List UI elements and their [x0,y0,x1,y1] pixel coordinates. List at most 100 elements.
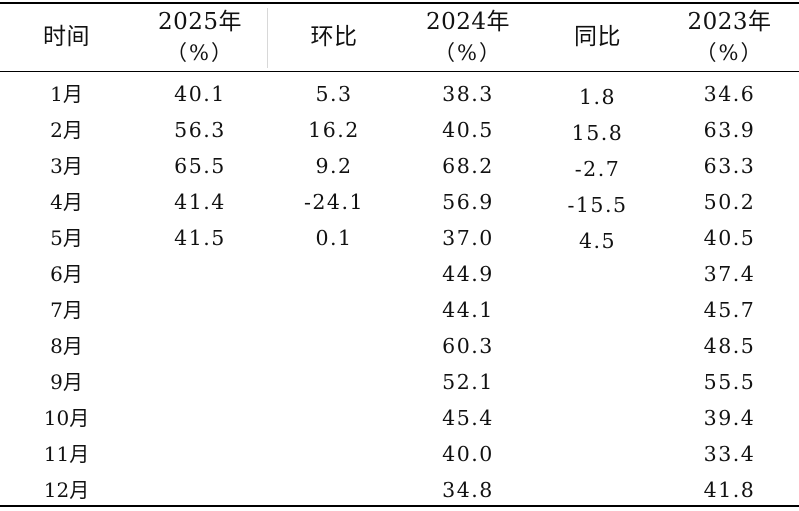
header-2025: 2025年 （%） [133,4,267,71]
header-divider [267,8,268,68]
header-yoy: 同比 [535,4,660,71]
table-row: 12月 34.8 41.8 [0,472,799,508]
table-row: 6月 44.9 37.4 [0,256,799,292]
cell-2024: 68.2 [442,154,494,178]
cell-2025: 65.5 [174,154,226,178]
cell-2024: 37.0 [442,226,494,250]
table-header-rule [0,71,799,72]
header-month: 时间 [0,4,133,71]
cell-mom [267,472,401,508]
cell-yoy [535,439,660,475]
table-row: 4月 41.4 -24.1 56.9 -15.5 50.2 [0,184,799,220]
cell-month: 2月 [50,118,83,142]
header-2023: 2023年 （%） [660,4,799,71]
cell-2025: 40.1 [174,82,226,106]
header-2023-unit: （%） [695,40,764,65]
cell-2023: 39.4 [703,406,756,430]
cell-2024: 38.3 [442,82,494,106]
cell-month: 10月 [43,406,90,430]
cell-2024: 52.1 [442,370,494,394]
cell-month: 3月 [50,154,83,178]
cell-2023: 63.9 [703,118,756,142]
cell-2023: 45.7 [703,298,756,322]
cell-yoy [535,295,660,331]
table-bottom-rule [0,505,799,507]
cell-mom [267,292,401,328]
cell-month: 8月 [50,334,83,358]
table-row: 11月 40.0 33.4 [0,436,799,472]
table-top-rule [0,2,799,4]
header-yoy-label: 同比 [574,24,621,50]
cell-2025 [133,400,267,436]
header-2025-title: 2025年 [157,8,243,35]
cell-yoy [535,331,660,367]
cell-yoy [535,475,660,511]
cell-yoy: -15.5 [567,193,628,217]
cell-2023: 41.8 [703,478,756,502]
cell-2024: 34.8 [442,478,494,502]
header-month-label: 时间 [43,24,90,50]
cell-2025: 56.3 [174,118,226,142]
header-2023-title: 2023年 [687,8,772,35]
cell-month: 6月 [50,262,83,286]
cell-mom [267,256,401,292]
cell-month: 9月 [50,370,83,394]
table-row: 9月 52.1 55.5 [0,364,799,400]
cell-2025: 41.5 [174,226,226,250]
cell-2023: 55.5 [703,370,756,394]
cell-yoy: 15.8 [571,121,624,145]
cell-month: 5月 [50,226,83,250]
cell-2023: 50.2 [703,190,756,214]
table-row: 10月 45.4 39.4 [0,400,799,436]
cell-month: 11月 [43,442,90,466]
cell-month: 7月 [50,298,83,322]
cell-2025 [133,256,267,292]
cell-2023: 34.6 [703,82,756,106]
cell-2023: 63.3 [703,154,756,178]
header-mom: 环比 [267,4,401,71]
table-row: 8月 60.3 48.5 [0,328,799,364]
table-row: 7月 44.1 45.7 [0,292,799,328]
cell-mom [267,436,401,472]
cell-yoy [535,367,660,403]
cell-month: 4月 [50,190,83,214]
cell-2025 [133,292,267,328]
table-row: 1月 40.1 5.3 38.3 1.8 34.6 [0,76,799,112]
table-row: 3月 65.5 9.2 68.2 -2.7 63.3 [0,148,799,184]
cell-2023: 33.4 [703,442,756,466]
cell-mom [267,400,401,436]
cell-2025 [133,328,267,364]
cell-yoy: 4.5 [578,229,617,253]
header-2024-title: 2024年 [425,8,511,35]
header-2025-unit: （%） [166,40,234,65]
header-mom-label: 环比 [310,24,358,50]
cell-2025: 41.4 [174,190,226,214]
cell-2025 [133,364,267,400]
cell-2023: 37.4 [703,262,756,286]
cell-mom: 16.2 [308,118,360,142]
cell-2024: 40.5 [442,118,494,142]
cell-month: 1月 [50,82,83,106]
cell-mom [267,364,401,400]
cell-yoy [535,259,660,295]
cell-2024: 40.0 [442,442,494,466]
cell-month: 12月 [43,478,90,502]
cell-2025 [133,436,267,472]
cell-2024: 44.9 [442,262,494,286]
header-2024: 2024年 （%） [401,4,535,71]
cell-2024: 45.4 [442,406,494,430]
cell-2023: 40.5 [703,226,756,250]
table-row: 2月 56.3 16.2 40.5 15.8 63.9 [0,112,799,148]
cell-yoy: -2.7 [574,157,621,181]
cell-mom: -24.1 [303,190,365,214]
cell-2024: 60.3 [442,334,494,358]
cell-2025 [133,472,267,508]
cell-2023: 48.5 [703,334,756,358]
cell-2024: 44.1 [442,298,494,322]
table-row: 5月 41.5 0.1 37.0 4.5 40.5 [0,220,799,256]
cell-2024: 56.9 [442,190,494,214]
cell-mom: 5.3 [315,82,353,106]
cell-mom [267,328,401,364]
cell-yoy: 1.8 [578,85,617,109]
